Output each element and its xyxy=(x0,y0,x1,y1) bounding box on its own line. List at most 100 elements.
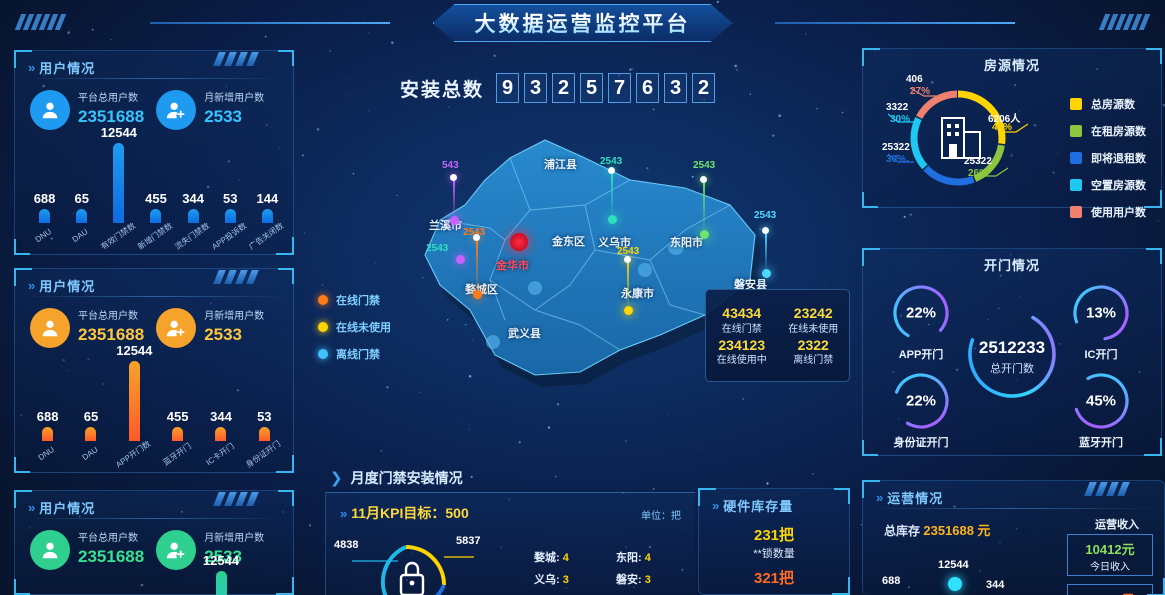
user-panel-kpis: 平台总用户数 2351688 月新增用户数 2533 xyxy=(30,90,284,130)
housing-legend: 总房源数 在租房源数 即将退租数 空置房源数 使用用户数 xyxy=(1070,96,1146,231)
map-marker-head[interactable] xyxy=(456,255,465,264)
map-marker-head[interactable] xyxy=(473,234,480,241)
donut-percent-label: 30% xyxy=(890,114,910,125)
gauge-tl[interactable]: 22% APP开门 xyxy=(884,282,958,362)
map-marker-head[interactable] xyxy=(450,174,457,181)
legend-swatch xyxy=(1070,179,1082,191)
housing-legend-item[interactable]: 总房源数 xyxy=(1070,96,1146,112)
kpi-label: 月新增用户数 xyxy=(204,93,264,106)
bar-value: 688 xyxy=(34,191,56,206)
map-marker-head[interactable] xyxy=(700,176,707,183)
map-marker-base xyxy=(700,230,709,239)
bar-group: 12544 有效门禁数 xyxy=(102,125,136,245)
bar-value: 455 xyxy=(145,191,167,206)
housing-legend-item[interactable]: 使用用户数 xyxy=(1070,204,1146,220)
kpi-label: 平台总用户数 xyxy=(78,533,144,546)
legend-label: 使用用户数 xyxy=(1091,204,1146,220)
city-stat-item: 东阳: 4 xyxy=(616,549,684,565)
bar-group: 688 DNU xyxy=(28,191,62,245)
bar-value: 12544 xyxy=(116,343,152,358)
map-legend-item[interactable]: 在线未使用 xyxy=(318,319,428,335)
double-chevron-icon: » xyxy=(28,278,32,293)
city-name: 义乌 xyxy=(534,574,556,586)
map-legend-item[interactable]: 离线门禁 xyxy=(318,346,428,362)
user-panel-2: » 用户情况 平台总用户数 2351688 月新增用户数 2533 xyxy=(14,490,294,595)
user-panel-title: 用户情况 xyxy=(39,58,95,77)
housing-legend-item[interactable]: 即将退租数 xyxy=(1070,150,1146,166)
map-stat-cell: 23242 在线未使用 xyxy=(778,304,850,335)
map-region-label[interactable]: 永康市 xyxy=(621,285,654,301)
kpi-item: 平台总用户数 2351688 xyxy=(30,90,144,130)
install-digit-3: 5 xyxy=(580,73,603,103)
header-left-deco xyxy=(18,14,63,30)
housing-legend-item[interactable]: 空置房源数 xyxy=(1070,177,1146,193)
gauge-percent: 22% xyxy=(884,393,958,410)
gauge-br[interactable]: 45% 蓝牙开门 xyxy=(1064,370,1138,450)
gauge-tr[interactable]: 13% IC开门 xyxy=(1064,282,1138,362)
map-region-label[interactable]: 金东区 xyxy=(552,233,585,249)
map-marker-base xyxy=(450,216,459,225)
legend-label: 总房源数 xyxy=(1091,96,1135,112)
user-icon xyxy=(30,90,70,130)
install-digit-4: 7 xyxy=(608,73,631,103)
opening-title: 开门情况 xyxy=(862,255,1162,274)
donut-percent-label: 43% xyxy=(992,122,1012,133)
income-box-partial[interactable]: 12866元 xyxy=(1067,584,1153,595)
app-header: 大数据运营监控平台 xyxy=(0,0,1165,46)
map-region-label[interactable]: 武义县 xyxy=(508,325,541,341)
map-marker-stem xyxy=(765,233,767,273)
bar-rect xyxy=(172,427,183,441)
map-marker-stem xyxy=(627,262,629,310)
map-stat-cell: 43434 在线门禁 xyxy=(706,304,778,335)
map-region-label[interactable]: 东阳市 xyxy=(670,234,703,250)
gauge-bl[interactable]: 22% 身份证开门 xyxy=(884,370,958,450)
bar-value: 65 xyxy=(84,409,98,424)
operation-total-label: 总库存 xyxy=(884,524,920,538)
housing-legend-item[interactable]: 在租房源数 xyxy=(1070,123,1146,139)
bar-rect xyxy=(150,209,161,223)
map-region-label[interactable]: 金华市 xyxy=(496,257,529,273)
map-legend-item[interactable]: 在线门禁 xyxy=(318,292,428,308)
bar-rect xyxy=(76,209,87,223)
map-marker-base xyxy=(608,215,617,224)
map-marker-head[interactable] xyxy=(762,227,769,234)
map-stat-cell: 234123 在线使用中 xyxy=(706,336,778,367)
kpi-label: 月新增用户数 xyxy=(204,533,264,546)
double-chevron-icon: » xyxy=(340,506,344,521)
legend-label: 在线门禁 xyxy=(336,292,380,308)
map-region-label[interactable]: 浦江县 xyxy=(544,156,577,172)
install-digit-2: 2 xyxy=(552,73,575,103)
bar-value: 53 xyxy=(223,191,237,206)
map-marker-head[interactable] xyxy=(608,167,615,174)
income-box[interactable]: 10412元 今日收入 xyxy=(1067,534,1153,576)
user-panel-divider xyxy=(22,296,286,297)
monthly-kpi-title: 11月KPI目标：500 xyxy=(351,503,469,523)
bar-group: 455 蓝牙开门 xyxy=(161,409,195,463)
opening-center-gauge[interactable]: 2512233 总开门数 xyxy=(958,300,1066,408)
kpi-value: 2351688 xyxy=(78,324,144,345)
kpi-item: 月新增用户数 2533 xyxy=(156,308,264,348)
bar-group: 12544 DAU xyxy=(204,553,238,595)
map-marker-head[interactable] xyxy=(624,256,631,263)
user-panel-kpis: 平台总用户数 2351688 月新增用户数 2533 xyxy=(30,308,284,348)
user-panel-title-wrap: » 用户情况 xyxy=(28,58,95,77)
legend-color-dot xyxy=(318,295,328,305)
legend-swatch xyxy=(1070,98,1082,110)
bar-value: 344 xyxy=(210,409,232,424)
bar-group: 53 身份证开门 xyxy=(247,409,281,463)
gauge-label: 身份证开门 xyxy=(884,434,958,450)
install-digit-0: 9 xyxy=(496,73,519,103)
user-panel-bar-chart: 688 DNU 65 DAU 12544 有效门禁数 455 新增门禁数 344… xyxy=(26,127,286,245)
kpi-label: 平台总用户数 xyxy=(78,311,144,324)
map-stat-value: 23242 xyxy=(778,304,850,322)
map-region-label[interactable]: 婺城区 xyxy=(465,281,498,297)
double-chevron-icon: » xyxy=(28,60,32,75)
user-panel-title-wrap: » 用户情况 xyxy=(28,498,95,517)
map-stat-value: 234123 xyxy=(706,336,778,354)
city-stat-item: 婺城: 4 xyxy=(534,549,602,565)
user-panel-title-deco xyxy=(216,52,256,66)
double-chevron-icon: » xyxy=(876,490,880,505)
bar-value: 12544 xyxy=(203,553,239,568)
bar-group: 344 IC卡开门 xyxy=(204,409,238,463)
bar-rect xyxy=(85,427,96,441)
